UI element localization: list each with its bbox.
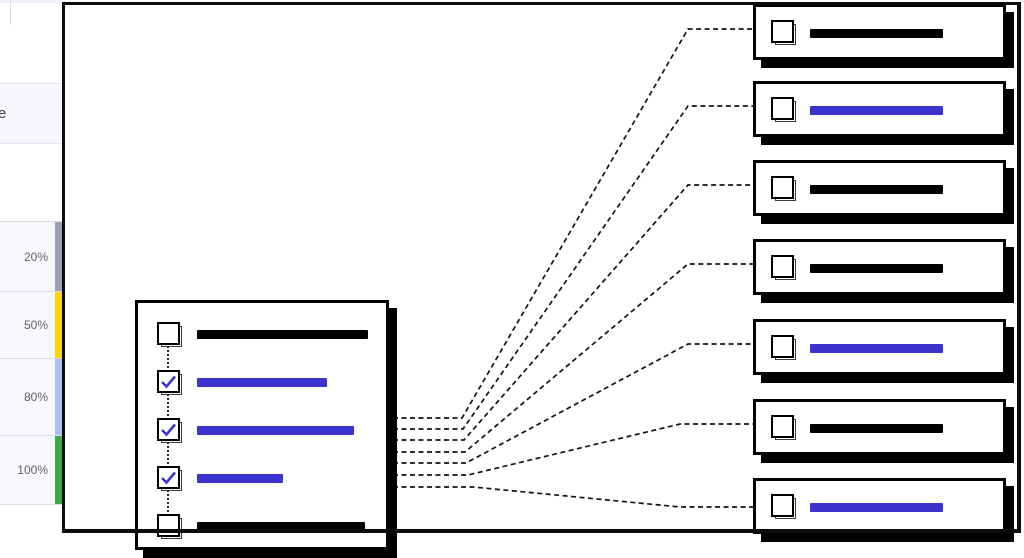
redacted-text-bar [197, 522, 365, 531]
sidebar-top-strip [0, 0, 62, 3]
empty-checkbox-icon [157, 514, 182, 539]
empty-checkbox-icon [771, 415, 796, 440]
checklist-item [138, 418, 386, 443]
progress-color-strip [55, 222, 62, 291]
redacted-text-bar [197, 426, 354, 435]
progress-label: 20% [23, 249, 48, 264]
empty-checkbox-icon [771, 97, 796, 122]
checkbox-stack-front [157, 418, 180, 441]
connector-line [393, 343, 753, 464]
check-mark-icon [161, 423, 176, 437]
connector-line [393, 184, 753, 441]
connector-line [393, 423, 753, 476]
checkbox-stack-front [157, 322, 180, 345]
redacted-text-bar [810, 424, 943, 433]
redacted-text-bar [810, 264, 943, 273]
progress-rows: 20% 50% 80% 100% [0, 221, 62, 505]
redacted-text-bar [197, 330, 368, 339]
checklist-item [138, 466, 386, 491]
checkbox-stack-front [157, 370, 180, 393]
redacted-text-bar [197, 474, 283, 483]
progress-row-80%[interactable]: 80% [0, 358, 62, 435]
truncated-row-label: e [0, 105, 6, 122]
redacted-text-bar [810, 185, 943, 194]
empty-checkbox-icon [771, 335, 796, 360]
checkbox-stack-front [771, 335, 794, 358]
checkbox-stack-front [771, 20, 794, 43]
checkbox-stack-front [157, 514, 180, 537]
connector-line [393, 486, 753, 508]
progress-color-strip [55, 359, 62, 435]
progress-label: 80% [23, 390, 48, 404]
empty-checkbox-icon [157, 322, 182, 347]
checked-checkbox-icon [157, 370, 182, 395]
checkbox-stack-front [157, 466, 180, 489]
wireframe-card [753, 319, 1006, 375]
redacted-text-bar [197, 378, 327, 387]
checklist-item [138, 514, 386, 539]
progress-row-100%[interactable]: 100% [0, 435, 62, 504]
redacted-text-bar [810, 503, 943, 512]
empty-checkbox-icon [771, 176, 796, 201]
checkbox-stack-front [771, 176, 794, 199]
progress-row-50%[interactable]: 50% [0, 291, 62, 358]
checkbox-stack-front [771, 255, 794, 278]
wireframe-card [753, 478, 1006, 534]
sidebar-top-divider [10, 0, 11, 25]
empty-checkbox-icon [771, 494, 796, 519]
wireframe-card [753, 81, 1006, 137]
checklist-item [138, 322, 386, 347]
checkbox-stack-front [771, 97, 794, 120]
connector-line [393, 28, 753, 419]
wireframe-card [753, 160, 1006, 216]
check-mark-icon [161, 375, 176, 389]
progress-label: 100% [17, 463, 48, 477]
sidebar: e 20% 50% 80% 100% [0, 0, 62, 536]
sidebar-truncated-row[interactable]: e [0, 83, 62, 144]
redacted-text-bar [810, 106, 943, 115]
checked-checkbox-icon [157, 418, 182, 443]
checked-checkbox-icon [157, 466, 182, 491]
check-mark-icon [161, 471, 176, 485]
checkbox-stack-front [771, 415, 794, 438]
checkbox-stack-front [771, 494, 794, 517]
checklist-box [135, 300, 389, 550]
empty-checkbox-icon [771, 255, 796, 280]
redacted-text-bar [810, 344, 943, 353]
wireframe-card [753, 399, 1006, 455]
connector-lines-layer [393, 28, 753, 508]
wireframe-card [753, 239, 1006, 295]
checklist-item [138, 370, 386, 395]
progress-label: 50% [23, 318, 48, 332]
empty-checkbox-icon [771, 20, 796, 45]
progress-color-strip [55, 436, 62, 504]
progress-row-20%[interactable]: 20% [0, 221, 62, 291]
connector-line [393, 263, 753, 453]
progress-color-strip [55, 292, 62, 358]
redacted-text-bar [810, 29, 943, 38]
wireframe-card [753, 4, 1006, 60]
connector-line [393, 105, 753, 430]
